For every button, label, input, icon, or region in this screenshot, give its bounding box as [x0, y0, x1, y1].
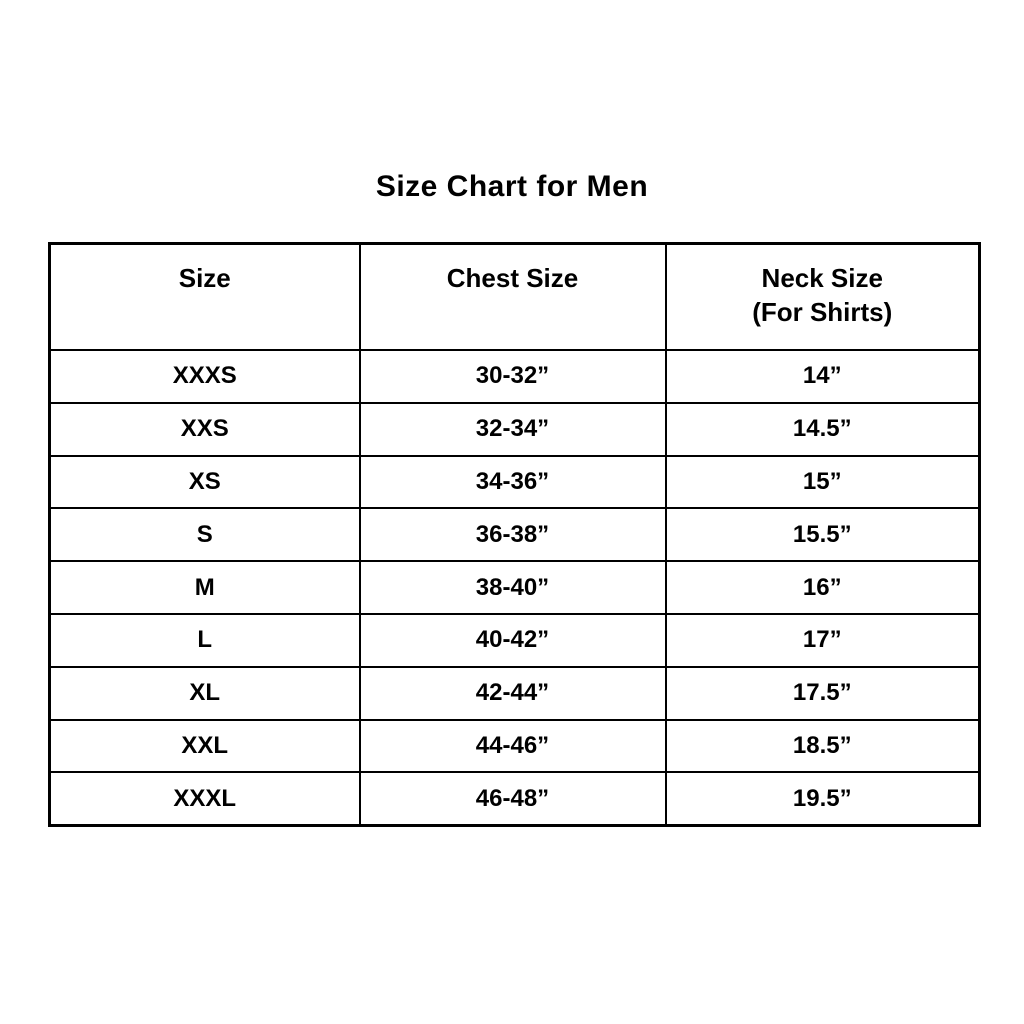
neck-size-cell: 17.5”	[664, 665, 981, 721]
table-row: XXS 32-34” 14.5”	[48, 401, 981, 457]
size-table-body: XXXS 30-32” 14” XXS 32-34” 14.5” XS 34-36” 15” S 3…	[48, 349, 981, 827]
size-table-header: Size Chest Size Neck Size (For Shirts)	[48, 242, 981, 351]
table-row: L 40-42” 17”	[48, 612, 981, 668]
table-row: XL 42-44” 17.5”	[48, 665, 981, 721]
size-cell: XS	[48, 454, 361, 510]
chest-size-cell: 34-36”	[358, 454, 667, 510]
table-row: XXL 44-46” 18.5”	[48, 718, 981, 774]
chest-size-cell: 32-34”	[358, 401, 667, 457]
size-cell: S	[48, 507, 361, 563]
table-row: S 36-38” 15.5”	[48, 507, 981, 563]
table-row: XS 34-36” 15”	[48, 454, 981, 510]
size-cell: XXL	[48, 718, 361, 774]
column-header-chest-size-label: Chest Size	[446, 263, 579, 293]
neck-size-cell: 14.5”	[664, 401, 981, 457]
chest-size-cell: 40-42”	[358, 612, 667, 668]
column-header-size-label: Size	[178, 263, 231, 293]
neck-size-cell: 15”	[664, 454, 981, 510]
neck-size-cell: 18.5”	[664, 718, 981, 774]
column-header-neck-size-label: Neck Size	[761, 263, 883, 293]
chest-size-cell: 36-38”	[358, 507, 667, 563]
chest-size-cell: 42-44”	[358, 665, 667, 721]
size-cell: XXS	[48, 401, 361, 457]
chest-size-cell: 44-46”	[358, 718, 667, 774]
column-header-neck-size: Neck Size (For Shirts)	[664, 242, 981, 351]
size-cell: XXXS	[48, 349, 361, 404]
column-header-neck-size-sublabel: (For Shirts)	[752, 297, 893, 327]
table-row: XXXS 30-32” 14”	[48, 349, 981, 404]
chest-size-cell: 38-40”	[358, 560, 667, 615]
column-header-chest-size: Chest Size	[358, 242, 667, 351]
size-cell: XL	[48, 665, 361, 721]
table-row: XXXL 46-48” 19.5”	[48, 771, 981, 827]
size-chart-table: Size Chest Size Neck Size (For Shirts) X…	[48, 242, 981, 828]
size-cell: L	[48, 612, 361, 668]
neck-size-cell: 16”	[664, 560, 981, 615]
page-title: Size Chart for Men	[375, 170, 649, 203]
neck-size-cell: 15.5”	[664, 507, 981, 563]
chest-size-cell: 46-48”	[358, 771, 667, 827]
header-row: Size Chest Size Neck Size (For Shirts)	[48, 242, 981, 351]
neck-size-cell: 17”	[664, 612, 981, 668]
table-row: M 38-40” 16”	[48, 560, 981, 615]
neck-size-cell: 19.5”	[664, 771, 981, 827]
column-header-size: Size	[48, 242, 361, 351]
chest-size-cell: 30-32”	[358, 349, 667, 404]
size-cell: M	[48, 560, 361, 615]
size-cell: XXXL	[48, 771, 361, 827]
neck-size-cell: 14”	[664, 349, 981, 404]
